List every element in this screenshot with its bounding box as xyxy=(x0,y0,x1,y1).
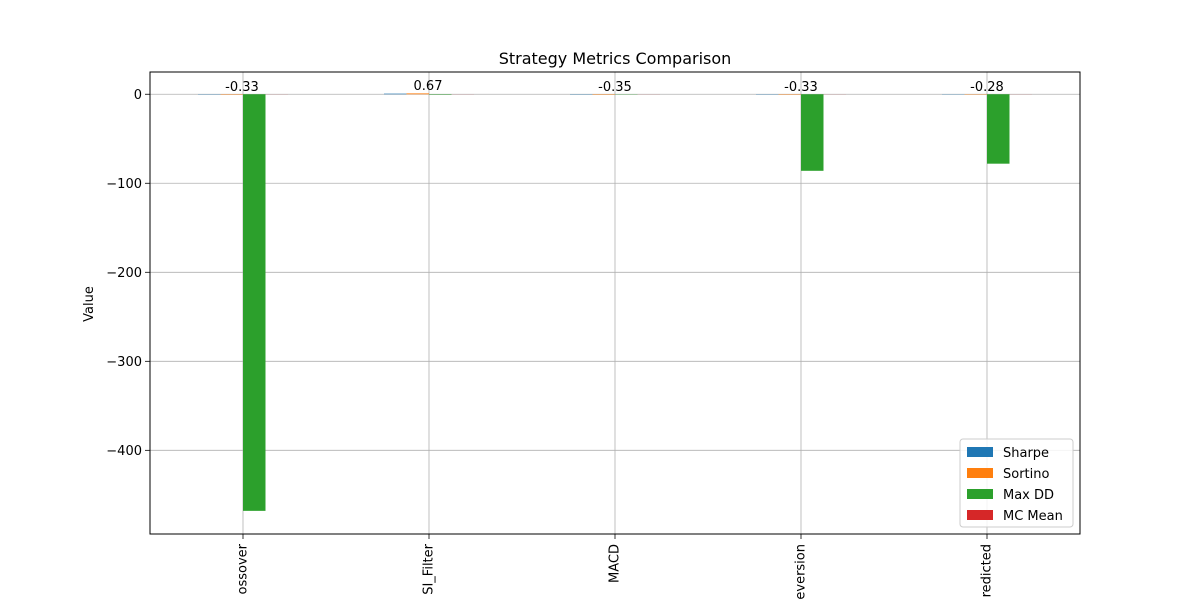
y-tick-label: −400 xyxy=(106,444,142,459)
bar-value-label: -0.33 xyxy=(784,80,818,95)
y-axis-label: Value xyxy=(82,286,97,322)
x-axis: ossover SI_Filter MACD eversion redicted xyxy=(236,534,995,600)
bar-max-dd xyxy=(987,94,1010,164)
legend: Sharpe Sortino Max DD MC Mean xyxy=(959,438,1074,528)
bars xyxy=(198,93,1032,511)
bar-sortino xyxy=(406,93,429,95)
legend-label: MC Mean xyxy=(1003,509,1063,524)
y-tick-label: −200 xyxy=(106,266,142,281)
legend-box xyxy=(959,438,1074,528)
chart-title: Strategy Metrics Comparison xyxy=(499,49,732,68)
bar-max-dd xyxy=(243,94,266,511)
y-tick-label: 0 xyxy=(134,88,142,103)
x-tick-label: ossover xyxy=(236,543,251,594)
x-tick-label: redicted xyxy=(980,544,995,597)
bar-value-label: 0.67 xyxy=(414,79,443,94)
legend-swatch xyxy=(967,468,993,478)
bar-sharpe xyxy=(384,93,407,95)
y-tick-label: −100 xyxy=(106,177,142,192)
x-tick-label: eversion xyxy=(794,544,809,600)
bar-data-labels: -0.33 0.67 -0.35 -0.33 -0.28 xyxy=(225,79,1004,95)
legend-swatch xyxy=(967,447,993,457)
legend-label: Sharpe xyxy=(1003,446,1049,461)
bar-value-label: -0.28 xyxy=(970,80,1004,95)
x-tick-label: SI_Filter xyxy=(422,543,437,594)
y-tick-label: −300 xyxy=(106,355,142,370)
legend-label: Sortino xyxy=(1003,467,1049,482)
bar-max-dd xyxy=(801,94,824,171)
bar-value-label: -0.35 xyxy=(598,80,632,95)
legend-label: Max DD xyxy=(1003,488,1054,503)
y-axis: 0 −100 −200 −300 −400 xyxy=(106,88,150,459)
x-tick-label: MACD xyxy=(608,544,623,583)
bar-value-label: -0.33 xyxy=(225,80,259,95)
legend-swatch xyxy=(967,489,993,499)
legend-swatch xyxy=(967,510,993,520)
